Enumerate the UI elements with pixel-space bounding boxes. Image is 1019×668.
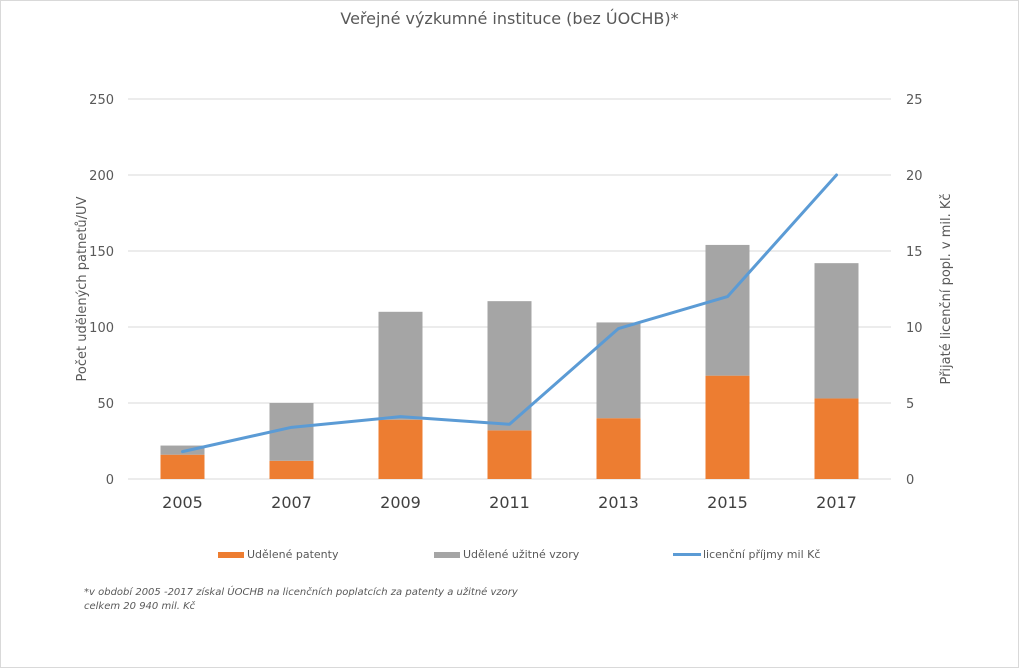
- x-tick-label: 2013: [598, 493, 639, 512]
- x-tick-label: 2005: [162, 493, 203, 512]
- y-tick-label: 50: [97, 397, 114, 412]
- legend-swatch-utility-models: [434, 551, 460, 558]
- footnote-line-1: *v období 2005 -2017 získal ÚOCHB na lic…: [84, 587, 518, 598]
- x-tick-label: 2007: [271, 493, 312, 512]
- line-series: [181, 173, 838, 454]
- y-axis-ticks: 0 50 100 150 200 250: [89, 93, 114, 488]
- bar-patents: [814, 398, 859, 479]
- bar-utility-models: [814, 263, 859, 399]
- legend-swatch-patents: [218, 551, 244, 558]
- x-tick-label: 2015: [707, 493, 748, 512]
- x-tick-label: 2009: [380, 493, 421, 512]
- footnote-line-2: celkem 20 940 mil. Kč: [84, 601, 196, 612]
- bar-patents: [378, 419, 423, 479]
- y2-tick-label: 20: [906, 169, 923, 184]
- y-tick-label: 150: [89, 245, 114, 260]
- bar-patents: [160, 454, 205, 479]
- bar-utility-models: [705, 244, 750, 376]
- bar-utility-models: [378, 311, 423, 420]
- x-tick-label: 2011: [489, 493, 530, 512]
- y-tick-label: 250: [89, 93, 114, 108]
- legend-label-license-income: licenční příjmy mil Kč: [703, 548, 821, 561]
- bar-patents: [705, 375, 750, 479]
- footnote: *v období 2005 -2017 získal ÚOCHB na lic…: [84, 586, 518, 614]
- legend-label-patents: Udělené patenty: [247, 548, 339, 561]
- y2-tick-label: 0: [906, 473, 914, 488]
- y2-tick-label: 10: [906, 321, 923, 336]
- y2-axis-ticks: 0 5 10 15 20 25: [906, 93, 923, 488]
- y-axis-title: Počet udělených patnetů/UV: [75, 196, 90, 381]
- bar-patents: [269, 460, 314, 479]
- bar-patents: [596, 418, 641, 479]
- y2-tick-label: 15: [906, 245, 923, 260]
- x-axis-ticks: 2005 2007 2009 2011 2013 2015 2017: [162, 493, 857, 512]
- x-tick-label: 2017: [816, 493, 857, 512]
- y2-axis-title: Přijaté licenční popl. v mil. Kč: [939, 193, 954, 384]
- bar-utility-models: [596, 322, 641, 419]
- y-tick-label: 0: [106, 473, 114, 488]
- legend-item-utility-models: Udělené užitné vzory: [434, 548, 579, 561]
- chart-title: Veřejné výzkumné instituce (bez ÚOCHB)*: [340, 9, 679, 28]
- y-tick-label: 100: [89, 321, 114, 336]
- legend-label-utility-models: Udělené užitné vzory: [463, 548, 580, 561]
- bars: [160, 244, 859, 479]
- legend-swatch-license-income: [673, 553, 701, 556]
- bar-utility-models: [487, 301, 532, 431]
- y-tick-label: 200: [89, 169, 114, 184]
- y2-tick-label: 25: [906, 93, 923, 108]
- bar-patents: [487, 430, 532, 479]
- legend-item-patents: Udělené patenty: [218, 548, 338, 561]
- legend-item-license-income: licenční příjmy mil Kč: [673, 548, 820, 561]
- y2-tick-label: 5: [906, 397, 914, 412]
